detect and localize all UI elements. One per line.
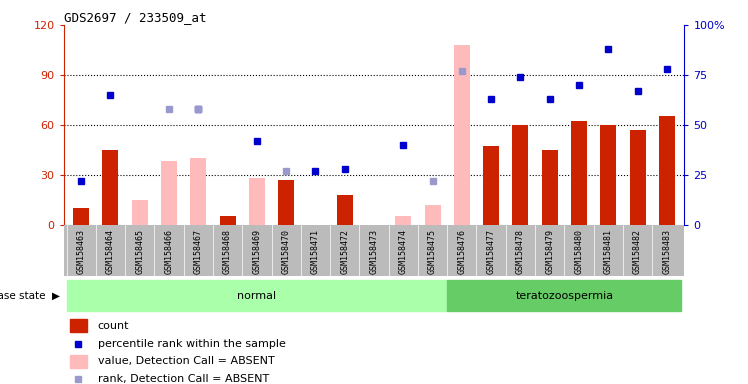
Text: value, Detection Call = ABSENT: value, Detection Call = ABSENT (98, 356, 275, 366)
Text: disease state  ▶: disease state ▶ (0, 291, 60, 301)
Text: GSM158481: GSM158481 (604, 229, 613, 274)
Text: percentile rank within the sample: percentile rank within the sample (98, 339, 286, 349)
Bar (447, 280, 681, 311)
Text: GSM158483: GSM158483 (662, 229, 672, 274)
Bar (102, 150, 118, 225)
Bar (70, 355, 88, 367)
Bar (249, 178, 265, 225)
Text: GDS2697 / 233509_at: GDS2697 / 233509_at (64, 11, 206, 24)
Text: teratozoospermia: teratozoospermia (515, 291, 613, 301)
Bar (454, 45, 470, 225)
Text: GSM158465: GSM158465 (135, 229, 144, 274)
Text: GSM158478: GSM158478 (516, 229, 525, 274)
Text: normal: normal (237, 291, 277, 301)
Text: GSM158482: GSM158482 (633, 229, 642, 274)
Bar (67, 280, 447, 311)
Bar (132, 200, 148, 225)
Text: GSM158472: GSM158472 (340, 229, 349, 274)
Bar (425, 205, 441, 225)
Bar (395, 216, 411, 225)
Text: GSM158467: GSM158467 (194, 229, 203, 274)
Bar (70, 319, 88, 332)
Text: GSM158471: GSM158471 (311, 229, 320, 274)
Bar (219, 216, 236, 225)
Text: GSM158474: GSM158474 (399, 229, 408, 274)
Bar (190, 158, 206, 225)
Bar (542, 150, 558, 225)
Text: GSM158468: GSM158468 (223, 229, 232, 274)
Bar (630, 130, 646, 225)
Text: GSM158464: GSM158464 (106, 229, 115, 274)
Bar (161, 161, 177, 225)
Bar (483, 146, 499, 225)
Text: GSM158463: GSM158463 (76, 229, 86, 274)
Text: rank, Detection Call = ABSENT: rank, Detection Call = ABSENT (98, 374, 269, 384)
Text: GSM158479: GSM158479 (545, 229, 554, 274)
Bar (73, 208, 89, 225)
Text: count: count (98, 321, 129, 331)
Bar (600, 125, 616, 225)
Bar (278, 180, 294, 225)
Text: GSM158469: GSM158469 (252, 229, 261, 274)
Text: GSM158470: GSM158470 (282, 229, 291, 274)
Bar (337, 195, 353, 225)
Text: GSM158473: GSM158473 (370, 229, 378, 274)
Text: GSM158466: GSM158466 (165, 229, 174, 274)
Text: GSM158477: GSM158477 (487, 229, 496, 274)
Text: GSM158475: GSM158475 (428, 229, 437, 274)
Text: GSM158480: GSM158480 (574, 229, 583, 274)
Bar (512, 125, 529, 225)
Bar (659, 116, 675, 225)
Text: GSM158476: GSM158476 (457, 229, 466, 274)
Bar (571, 121, 587, 225)
